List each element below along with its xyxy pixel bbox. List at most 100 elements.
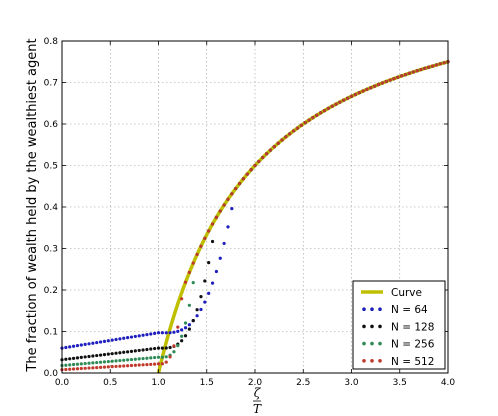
data-point xyxy=(102,339,107,343)
data-point xyxy=(407,71,411,75)
curve-line xyxy=(156,60,449,374)
data-point xyxy=(149,362,153,366)
data-point xyxy=(137,334,141,338)
data-point xyxy=(64,357,68,361)
legend-box xyxy=(352,280,446,370)
data-point xyxy=(226,225,230,229)
data-point xyxy=(126,350,130,354)
data-point xyxy=(102,360,107,364)
data-point xyxy=(83,342,87,347)
data-point xyxy=(91,361,95,365)
data-point xyxy=(203,300,207,304)
x-axis-label-numerator: ζ xyxy=(254,386,262,400)
data-point xyxy=(284,135,288,139)
data-point xyxy=(423,66,427,70)
data-point xyxy=(214,215,218,219)
legend-label: N = 64 xyxy=(391,304,428,316)
legend-swatch-point xyxy=(362,341,366,346)
y-tick-label: 0.1 xyxy=(44,328,58,338)
legend-swatch-point xyxy=(378,307,382,312)
legend-label-curve: Curve xyxy=(391,287,422,299)
data-point xyxy=(79,355,83,359)
data-point xyxy=(187,323,191,327)
x-tick-label: 4.0 xyxy=(441,378,456,388)
data-point xyxy=(71,362,76,367)
data-point xyxy=(87,354,91,359)
data-point xyxy=(264,152,269,156)
data-point xyxy=(99,365,103,369)
data-point xyxy=(71,344,76,348)
data-point xyxy=(160,346,164,350)
data-point xyxy=(299,123,303,127)
data-point xyxy=(342,98,346,102)
data-point xyxy=(83,366,87,370)
data-point xyxy=(95,360,99,365)
data-point xyxy=(427,65,431,69)
data-point xyxy=(164,331,168,335)
data-point xyxy=(392,77,396,81)
x-tick-label: 0.0 xyxy=(55,378,70,388)
data-point xyxy=(369,86,373,90)
data-point xyxy=(164,346,168,350)
data-point xyxy=(114,359,118,363)
data-point xyxy=(361,89,365,93)
data-point xyxy=(91,354,95,358)
data-point xyxy=(129,357,134,362)
data-point xyxy=(64,363,68,367)
data-point xyxy=(137,363,141,367)
data-point xyxy=(110,365,114,369)
data-point xyxy=(68,367,72,371)
points-layer xyxy=(60,60,450,372)
x-tick-label: 1.0 xyxy=(151,378,166,388)
data-point xyxy=(75,367,80,371)
data-point xyxy=(126,364,130,368)
data-point xyxy=(145,332,149,337)
data-point xyxy=(153,362,157,366)
data-point xyxy=(319,111,323,115)
data-point xyxy=(156,362,161,366)
data-point xyxy=(338,100,342,104)
data-point xyxy=(133,363,137,367)
x-axis-label-denominator: T xyxy=(253,402,262,416)
legend: Curve N = 64 N = 128 N = 256 N = 512 xyxy=(352,280,446,370)
data-point xyxy=(156,355,161,359)
y-tick-label: 0.3 xyxy=(44,245,58,255)
data-point xyxy=(183,321,188,325)
data-point xyxy=(210,281,215,285)
data-point xyxy=(118,351,122,355)
legend-swatch-point xyxy=(378,359,382,363)
data-point xyxy=(415,69,419,73)
data-point xyxy=(222,203,226,207)
data-point xyxy=(249,168,253,172)
data-point xyxy=(226,197,230,201)
data-point xyxy=(133,349,137,353)
data-point xyxy=(365,87,369,91)
data-point xyxy=(122,364,126,368)
data-point xyxy=(203,236,207,241)
data-point xyxy=(79,366,83,371)
legend-swatch-point xyxy=(362,307,366,312)
data-point xyxy=(187,303,191,307)
data-point xyxy=(230,192,234,196)
data-point xyxy=(160,331,164,335)
data-point xyxy=(288,132,292,136)
x-tick-label: 2.5 xyxy=(296,378,310,388)
data-point xyxy=(176,344,180,348)
data-point xyxy=(203,279,207,283)
data-point xyxy=(87,342,91,346)
data-point xyxy=(114,364,118,369)
data-point xyxy=(91,366,95,370)
data-point xyxy=(400,74,404,78)
data-point xyxy=(376,82,381,87)
data-point xyxy=(145,356,149,360)
legend-swatch-point xyxy=(370,341,374,346)
data-point xyxy=(180,328,184,332)
data-point xyxy=(195,308,199,312)
y-tick-label: 0.0 xyxy=(44,369,59,379)
data-point xyxy=(153,355,157,360)
data-point xyxy=(110,359,114,363)
data-point xyxy=(172,350,176,354)
data-point xyxy=(95,365,99,370)
data-point xyxy=(411,70,415,74)
data-point xyxy=(230,207,234,211)
